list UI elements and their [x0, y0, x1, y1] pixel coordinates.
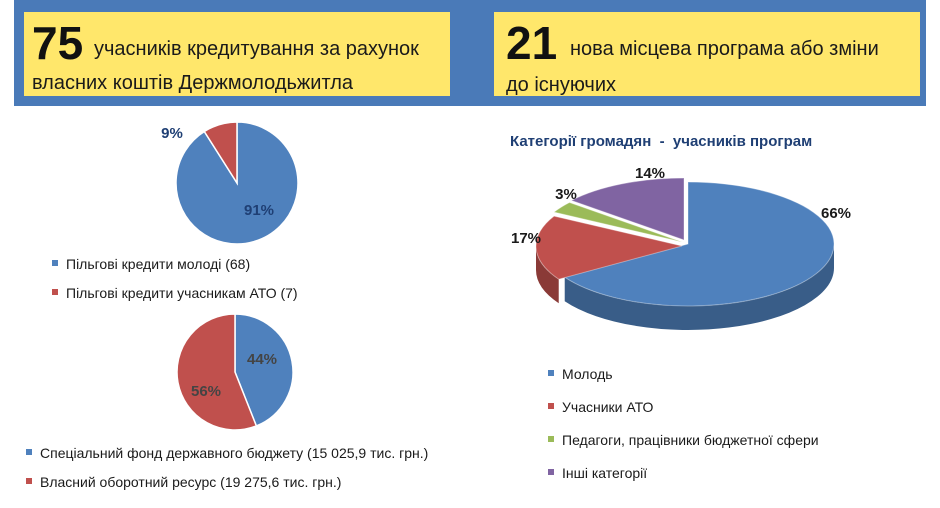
pie-slice	[176, 313, 258, 431]
legend-label: Пільгові кредити учасникам АТО (7)	[66, 285, 298, 301]
pie-slice	[535, 215, 683, 280]
stat-box-participants: 75 учасників кредитування за рахунок вла…	[24, 12, 450, 96]
stat-text-line2: власних коштів Держмолодьжитла	[32, 72, 353, 94]
stat-number: 75	[32, 17, 84, 69]
legend-item: Учасники АТО	[548, 399, 653, 415]
data-label: 9%	[161, 125, 183, 142]
pie-slice	[563, 181, 835, 307]
legend-item: Педагоги, працівники бюджетної сфери	[548, 432, 819, 448]
legend-swatch	[26, 449, 32, 456]
data-label: 91%	[244, 202, 274, 219]
legend-item: Інші категорії	[548, 465, 647, 481]
chart-title: Категорії громадян - учасників програм	[510, 133, 813, 150]
legend-item: Власний оборотний ресурс (19 275,6 тис. …	[26, 474, 341, 490]
pie-slice-side	[536, 246, 559, 304]
legend-label: Учасники АТО	[562, 399, 654, 415]
pie-slice-side	[564, 244, 834, 330]
legend-swatch	[548, 403, 554, 410]
legend-item: Пільгові кредити молоді (68)	[52, 256, 250, 272]
data-label: 56%	[191, 383, 221, 400]
legend-label: Спеціальний фонд державного бюджету (15 …	[40, 445, 429, 461]
data-label: 44%	[247, 351, 277, 368]
pie-slice	[203, 121, 238, 186]
legend-label: Педагоги, працівники бюджетної сфери	[562, 432, 819, 448]
legend-label: Молодь	[562, 366, 613, 382]
data-label: 3%	[555, 186, 577, 203]
stat-text-line2: до існуючих	[506, 74, 616, 96]
stat-text-line1: нова місцева програма або зміни	[570, 38, 879, 60]
stat-text-line1: учасників кредитування за рахунок	[94, 38, 419, 60]
legend-item: Пільгові кредити учасникам АТО (7)	[52, 285, 298, 301]
legend-swatch	[52, 260, 58, 267]
legend-swatch	[26, 478, 32, 485]
data-label: 14%	[635, 165, 665, 182]
legend-swatch	[548, 436, 554, 443]
legend-swatch	[548, 370, 554, 377]
data-label: 17%	[511, 230, 541, 247]
legend-swatch	[52, 289, 58, 296]
legend-item: Молодь	[548, 366, 613, 382]
legend-label: Інші категорії	[562, 465, 648, 481]
stat-box-programs: 21 нова місцева програма або зміни до іс…	[494, 12, 920, 96]
pie-slice	[234, 313, 294, 427]
legend-item: Спеціальний фонд державного бюджету (15 …	[26, 445, 428, 461]
pie-slice	[570, 177, 685, 241]
legend-label: Пільгові кредити молоді (68)	[66, 256, 251, 272]
legend-swatch	[548, 469, 554, 476]
stat-number: 21	[506, 17, 558, 69]
legend-label: Власний оборотний ресурс (19 275,6 тис. …	[40, 474, 342, 490]
pie-slice	[552, 201, 683, 243]
data-label: 66%	[821, 205, 851, 222]
